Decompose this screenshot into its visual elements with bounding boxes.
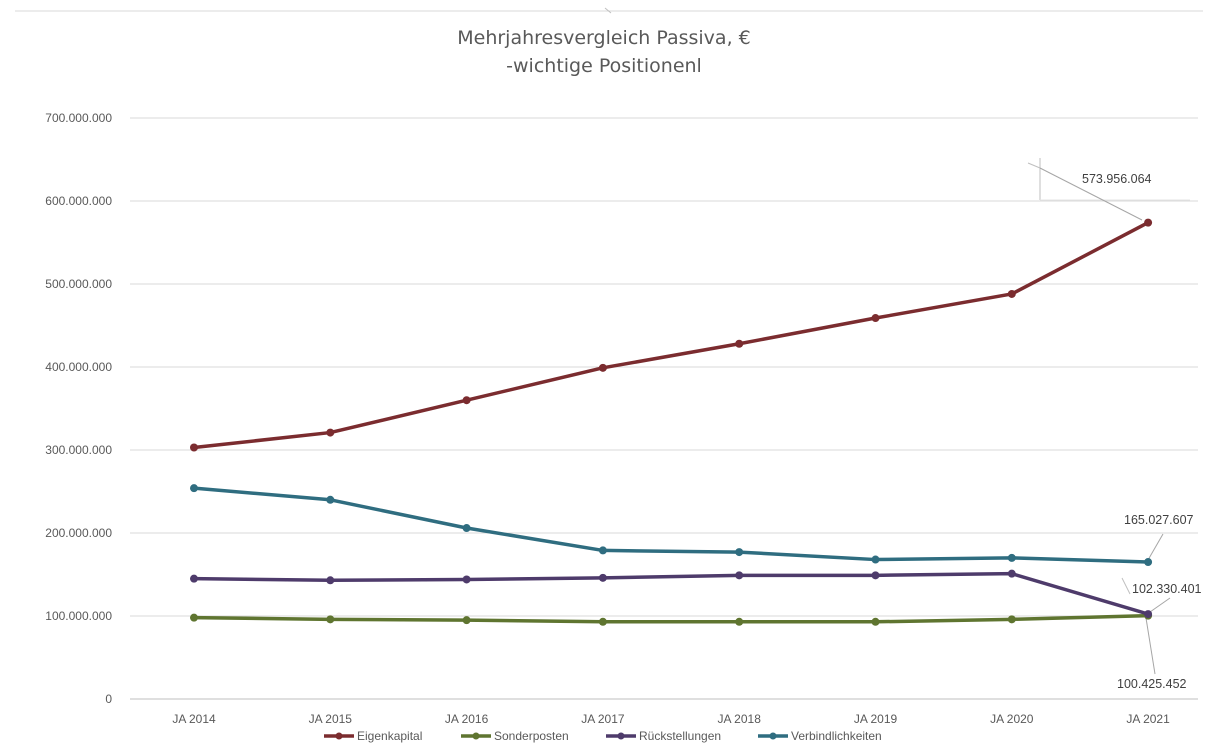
chart-subtitle: -wichtige Positionenl [506, 55, 702, 77]
data-point [598, 363, 607, 372]
data-point [1144, 558, 1153, 567]
data-point [190, 484, 198, 493]
legend-entry: Sonderposten [461, 729, 569, 743]
data-label-leader [1039, 167, 1143, 221]
y-tick-label: 700.000.000 [45, 111, 112, 125]
callout-leader [1027, 162, 1041, 169]
data-point [871, 555, 880, 564]
series-eigenkapital [190, 218, 1153, 452]
y-tick-label: 100.000.000 [45, 609, 112, 623]
data-point [735, 617, 744, 626]
x-tick-label: JA 2019 [854, 712, 898, 726]
y-tick-label: 300.000.000 [45, 443, 112, 457]
legend-label: Verbindlichkeiten [791, 729, 882, 743]
x-tick-label: JA 2015 [309, 712, 353, 726]
legend-entry: Eigenkapital [324, 729, 422, 743]
series-rückstellungen [190, 569, 1153, 619]
data-label: 573.956.064 [1082, 172, 1152, 186]
chart-handle-mark [604, 7, 612, 14]
chart-title: Mehrjahresvergleich Passiva, € [457, 27, 751, 49]
data-label: 165.027.607 [1124, 513, 1194, 527]
data-point [462, 524, 471, 533]
legend-marker [472, 732, 480, 740]
data-point [190, 443, 198, 452]
data-label: 102.330.401 [1132, 582, 1202, 596]
data-point [1007, 615, 1016, 624]
legend-marker [617, 732, 625, 740]
data-point [1144, 218, 1153, 227]
y-tick-label: 500.000.000 [45, 277, 112, 291]
data-point [462, 396, 471, 405]
x-tick-label: JA 2020 [990, 712, 1034, 726]
data-point [871, 617, 880, 626]
x-tick-label: JA 2014 [172, 712, 216, 726]
legend-entry: Verbindlichkeiten [758, 729, 882, 743]
y-tick-label: 600.000.000 [45, 194, 112, 208]
data-point [598, 617, 607, 626]
data-point [1007, 289, 1016, 298]
legend-marker [335, 732, 343, 740]
data-point [735, 339, 744, 348]
legend-label: Sonderposten [494, 729, 569, 743]
data-point [190, 574, 198, 583]
data-point [598, 546, 607, 555]
x-tick-label: JA 2018 [718, 712, 762, 726]
data-label-leader [1147, 533, 1164, 561]
series-line [192, 486, 1150, 564]
legend-marker [769, 732, 777, 740]
series-verbindlichkeiten [190, 484, 1153, 567]
series-line [192, 571, 1150, 616]
data-point [1007, 569, 1016, 578]
y-tick-label: 200.000.000 [45, 526, 112, 540]
y-tick-label: 400.000.000 [45, 360, 112, 374]
y-tick-label: 0 [105, 692, 112, 706]
data-point [326, 428, 335, 437]
data-point [871, 314, 880, 323]
series-sonderposten [190, 611, 1153, 626]
data-point [462, 575, 471, 584]
legend-label: Rückstellungen [639, 729, 721, 743]
data-point [190, 613, 198, 622]
data-point [735, 548, 744, 557]
legend-entry: Rückstellungen [606, 729, 721, 743]
x-tick-label: JA 2016 [445, 712, 489, 726]
data-point [326, 576, 335, 585]
data-label-leader [1145, 617, 1156, 675]
data-label-leader [1149, 597, 1171, 613]
data-point [326, 615, 335, 624]
data-point [598, 573, 607, 582]
series-line [192, 220, 1150, 450]
data-point [326, 495, 335, 504]
data-point [1007, 553, 1016, 562]
x-tick-label: JA 2021 [1126, 712, 1170, 726]
legend-label: Eigenkapital [357, 729, 422, 743]
callout-leader [1121, 577, 1131, 595]
data-point [1144, 610, 1153, 619]
series-line [192, 613, 1150, 624]
x-tick-label: JA 2017 [581, 712, 625, 726]
data-label: 100.425.452 [1117, 677, 1187, 691]
data-point [735, 571, 744, 580]
data-point [462, 616, 471, 625]
data-point [871, 571, 880, 580]
